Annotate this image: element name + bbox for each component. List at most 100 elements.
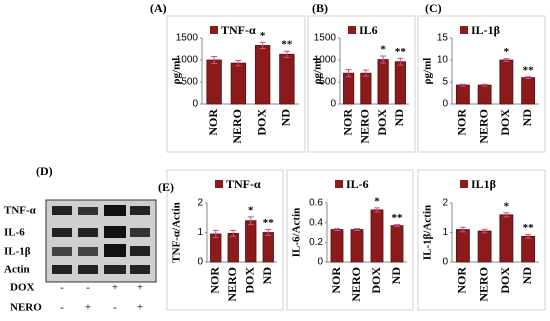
y-tick-label: 0.6 bbox=[309, 198, 323, 209]
x-tick-label: DOX bbox=[243, 267, 257, 294]
y-axis-label: ρg/ml bbox=[171, 58, 183, 85]
error-bar bbox=[503, 212, 510, 218]
error-bar bbox=[265, 229, 272, 236]
error-bar bbox=[525, 76, 532, 79]
bar bbox=[210, 233, 222, 263]
y-tick-label: 0 bbox=[330, 99, 336, 110]
condition-label: NERO bbox=[10, 302, 42, 314]
x-tick-label: NERO bbox=[225, 267, 239, 302]
bar bbox=[477, 84, 492, 105]
y-tick-label: 0.2 bbox=[309, 237, 323, 248]
condition-sign: - bbox=[60, 302, 64, 314]
bar bbox=[206, 59, 222, 105]
bar bbox=[370, 209, 384, 263]
x-tick-label: NERO bbox=[230, 109, 244, 144]
y-axis-label: IL-6/Actin bbox=[291, 208, 303, 258]
y-tick-label: 10 bbox=[437, 55, 449, 66]
condition-sign: - bbox=[113, 302, 117, 314]
y-tick-label: 1000 bbox=[314, 55, 337, 66]
chart-frame bbox=[307, 15, 416, 153]
bar bbox=[455, 229, 470, 263]
error-bar bbox=[481, 83, 488, 87]
y-tick-label: 1500 bbox=[314, 33, 337, 44]
significance-mark: ** bbox=[523, 64, 535, 76]
legend-swatch bbox=[460, 180, 468, 188]
x-tick-label: ND bbox=[389, 267, 403, 285]
y-tick-label: 500 bbox=[181, 77, 198, 88]
bar bbox=[477, 230, 492, 263]
x-tick-label: NERO bbox=[358, 109, 372, 144]
error-bar bbox=[374, 207, 380, 213]
error-bar bbox=[354, 228, 360, 232]
error-bar bbox=[503, 58, 510, 62]
x-tick-label: DOX bbox=[369, 267, 383, 294]
bar bbox=[360, 72, 372, 105]
legend-swatch bbox=[460, 26, 468, 34]
significance-mark: ** bbox=[263, 217, 275, 229]
y-tick-label: 1 bbox=[442, 227, 448, 238]
y-tick-label: 0 bbox=[192, 99, 198, 110]
error-bar bbox=[362, 69, 369, 77]
condition-sign: + bbox=[137, 282, 143, 294]
x-tick-label: DOX bbox=[498, 267, 512, 294]
panel-label: (E) bbox=[158, 180, 174, 194]
legend-label: IL1β bbox=[471, 177, 496, 191]
significance-mark: ** bbox=[395, 46, 407, 58]
error-bar bbox=[525, 234, 532, 239]
significance-mark: * bbox=[374, 195, 380, 207]
panel-label: (B) bbox=[312, 1, 328, 15]
x-tick-label: ND bbox=[520, 109, 534, 127]
error-bar bbox=[380, 55, 387, 64]
bar bbox=[262, 232, 274, 263]
x-tick-label: NOR bbox=[455, 109, 469, 136]
bar bbox=[377, 59, 389, 105]
y-tick-label: 2 bbox=[442, 198, 448, 209]
significance-mark: * bbox=[504, 200, 510, 212]
y-tick-label: 15 bbox=[437, 33, 449, 44]
x-tick-label: ND bbox=[279, 109, 293, 127]
legend-label: TNF-α bbox=[226, 177, 261, 191]
significance-mark: * bbox=[260, 30, 266, 42]
y-tick-label: 0 bbox=[317, 257, 323, 268]
y-tick-label: 0 bbox=[442, 99, 448, 110]
chart-frame bbox=[166, 169, 284, 311]
error-bar bbox=[283, 50, 290, 58]
legend-label: IL-1β bbox=[471, 23, 500, 37]
chart-frame bbox=[417, 169, 546, 311]
chart-frame bbox=[286, 169, 414, 311]
blot-row-label: IL-1β bbox=[4, 246, 31, 258]
bar bbox=[227, 232, 239, 263]
bar bbox=[279, 53, 295, 105]
condition-sign: + bbox=[85, 302, 91, 314]
condition-label: DOX bbox=[10, 282, 35, 294]
error-bar bbox=[212, 229, 219, 239]
bar bbox=[254, 45, 271, 105]
blot-image bbox=[45, 199, 157, 283]
error-bar bbox=[230, 229, 237, 237]
condition-sign: + bbox=[112, 282, 118, 294]
bar bbox=[521, 77, 536, 105]
bar bbox=[230, 62, 247, 105]
error-bar bbox=[397, 57, 404, 66]
error-bar bbox=[211, 55, 218, 65]
y-tick-label: 0 bbox=[197, 257, 203, 268]
error-bar bbox=[235, 59, 242, 67]
x-tick-label: NOR bbox=[329, 267, 343, 294]
significance-mark: ** bbox=[392, 212, 404, 224]
y-axis-label: IL-1β/Actin bbox=[422, 205, 434, 260]
y-axis-label: ρg/ml bbox=[312, 58, 324, 85]
error-bar bbox=[259, 41, 266, 50]
panel-label: (C) bbox=[425, 1, 442, 15]
chart-frame bbox=[417, 15, 546, 153]
significance-mark: * bbox=[504, 46, 510, 58]
error-bar bbox=[334, 228, 340, 232]
bar bbox=[521, 235, 536, 263]
y-tick-label: 1500 bbox=[176, 33, 199, 44]
y-axis-label: TNF-α/Actin bbox=[171, 202, 183, 263]
panel-label: (D) bbox=[36, 164, 53, 178]
bar bbox=[343, 72, 355, 105]
y-tick-label: 5 bbox=[442, 77, 448, 88]
x-tick-label: NERO bbox=[476, 267, 490, 302]
y-axis-label: ρg/ml bbox=[422, 58, 434, 85]
y-tick-label: 500 bbox=[319, 77, 336, 88]
